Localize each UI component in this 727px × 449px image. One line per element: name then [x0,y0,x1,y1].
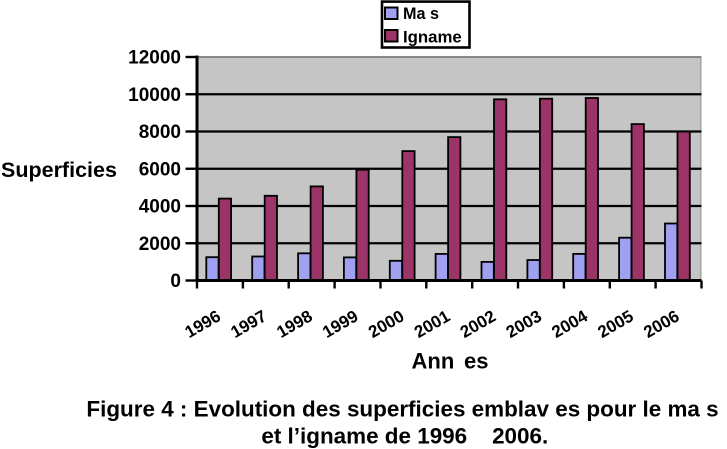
svg-text:2000: 2000 [139,234,181,255]
svg-text:10000: 10000 [128,85,181,106]
svg-text:et l’igname de 1996 2006.: et l’igname de 1996 2006. [261,424,548,449]
svg-text:Superficies: Superficies [1,158,117,182]
svg-text:es: es [464,349,488,374]
svg-text:8000: 8000 [139,122,181,143]
svg-text:12000: 12000 [128,48,181,69]
svg-text:Igname: Igname [403,27,462,46]
svg-text:Ann: Ann [412,349,455,374]
svg-text:Figure 4 : Evolution des super: Figure 4 : Evolution des superficies emb… [86,397,718,422]
svg-text:4000: 4000 [139,197,181,218]
svg-text:0: 0 [170,271,181,292]
svg-text:6000: 6000 [139,159,181,180]
svg-text:Ma s: Ma s [403,5,439,23]
